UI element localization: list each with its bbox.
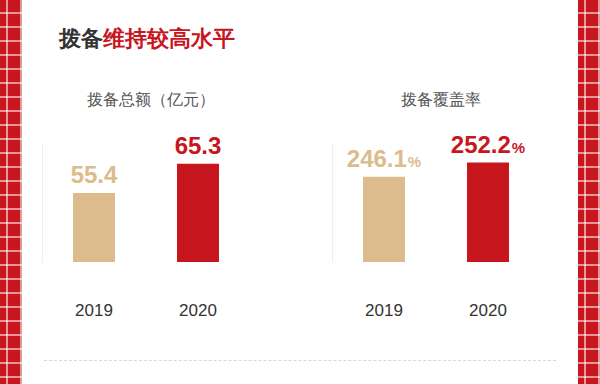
svg-text:65.3: 65.3 bbox=[175, 132, 222, 159]
svg-text:%: % bbox=[408, 153, 421, 170]
svg-text:2020: 2020 bbox=[469, 301, 507, 320]
svg-text:拨备总额（亿元）: 拨备总额（亿元） bbox=[87, 91, 215, 108]
svg-text:%: % bbox=[512, 139, 525, 156]
svg-text:2020: 2020 bbox=[179, 301, 217, 320]
svg-text:拨备覆盖率: 拨备覆盖率 bbox=[401, 91, 481, 108]
svg-text:2019: 2019 bbox=[75, 301, 113, 320]
svg-text:252.2: 252.2 bbox=[451, 131, 511, 158]
svg-text:246.1: 246.1 bbox=[347, 145, 407, 172]
svg-text:55.4: 55.4 bbox=[71, 161, 118, 188]
svg-text:2019: 2019 bbox=[365, 301, 403, 320]
svg-text:拨备: 拨备 bbox=[58, 26, 103, 51]
svg-text:维持较高水平: 维持较高水平 bbox=[102, 26, 235, 51]
